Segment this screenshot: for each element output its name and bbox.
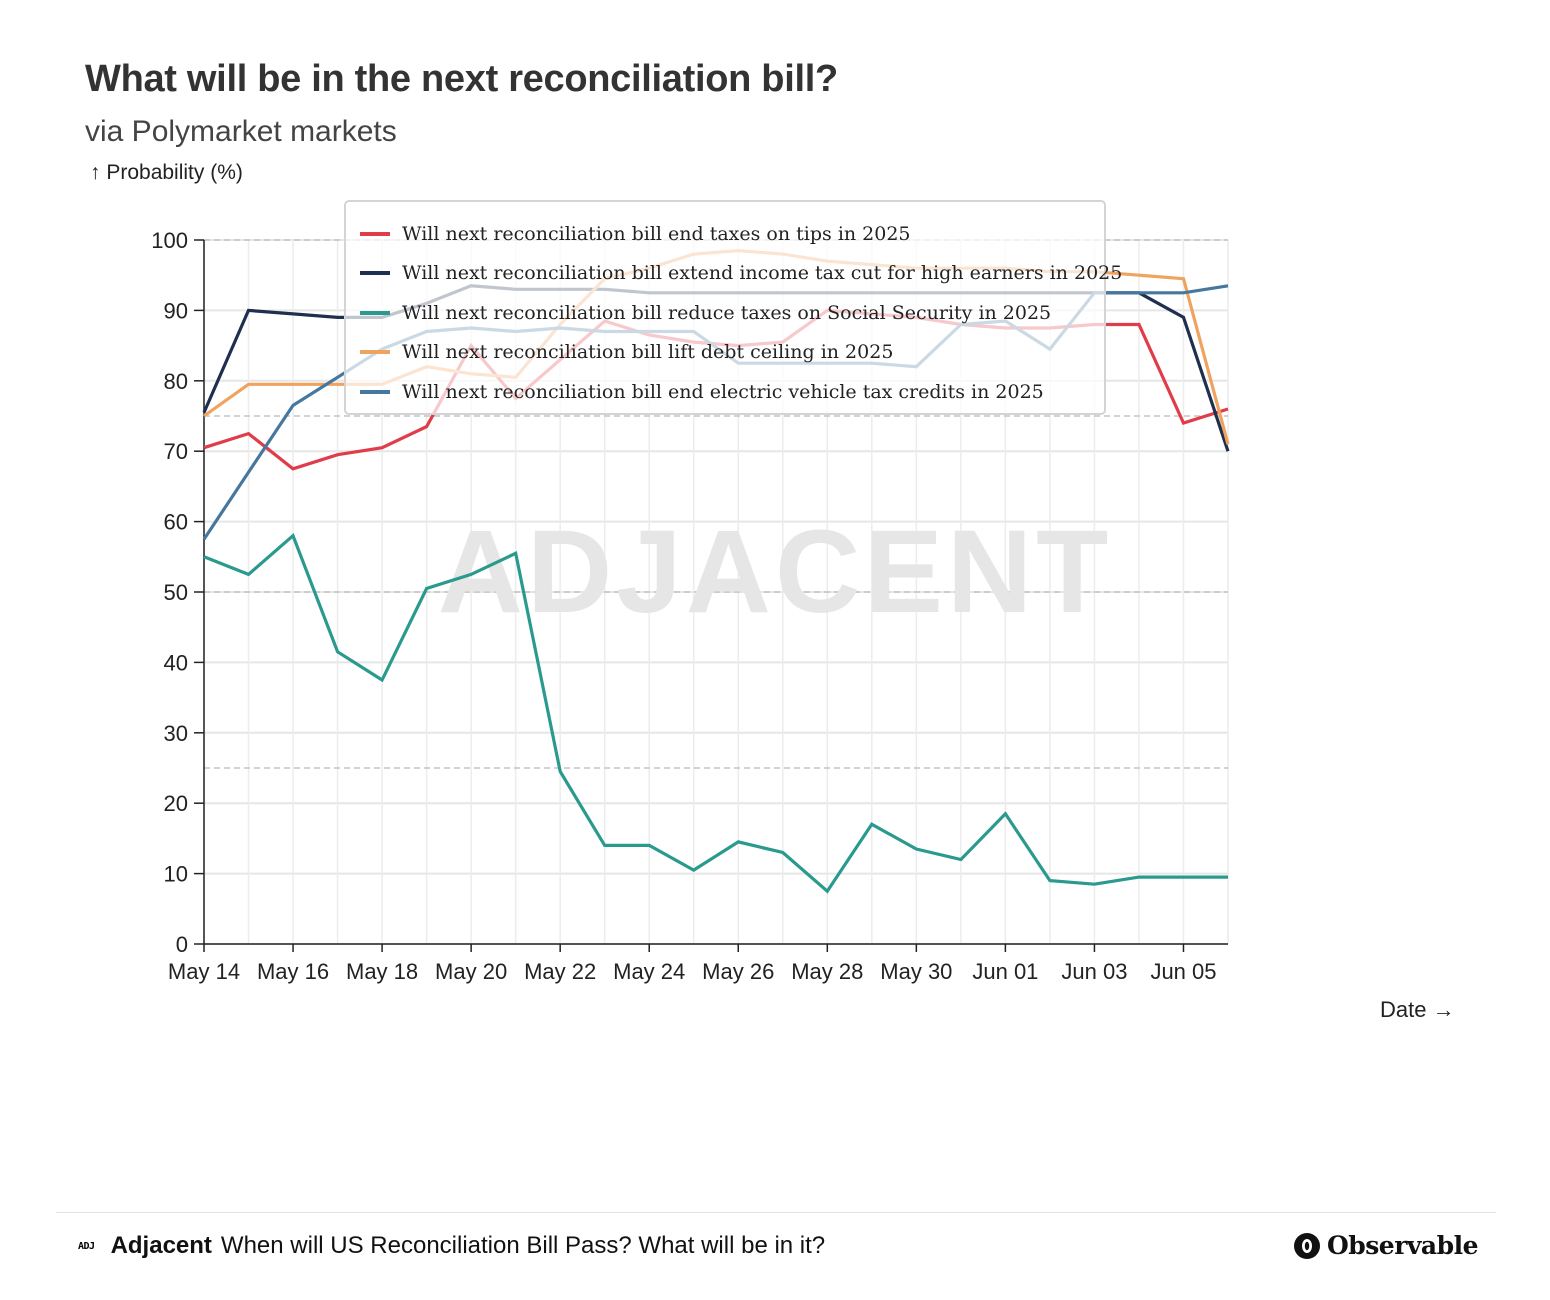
legend-item: Will next reconciliation bill extend inc… [346,254,1122,294]
legend-label: Will next reconciliation bill extend inc… [402,262,1123,285]
x-tick-label: Jun 01 [972,959,1038,984]
legend-item: Will next reconciliation bill reduce tax… [346,293,1104,333]
observable-logo[interactable]: Observable [1293,1231,1479,1260]
x-tick-label: May 30 [880,959,952,984]
x-tick-label: Jun 03 [1061,959,1127,984]
y-tick-label: 60 [164,510,188,535]
y-axis-label: ↑ Probability (%) [90,161,243,184]
chart-subtitle: via Polymarket markets [85,115,397,148]
legend-swatch [360,231,390,236]
footer-brand[interactable]: Adjacent [110,1232,212,1259]
y-tick-label: 80 [164,369,188,394]
legend-label: Will next reconciliation bill end electr… [402,380,1044,403]
y-tick-label: 100 [151,228,188,253]
legend-swatch [360,271,390,276]
y-tick-label: 90 [164,298,188,323]
x-tick-label: May 16 [257,959,329,984]
observable-icon [1293,1232,1320,1259]
x-tick-label: May 18 [346,959,418,984]
legend-label: Will next reconciliation bill end taxes … [402,222,911,245]
x-tick-label: May 22 [524,959,596,984]
y-tick-label: 50 [164,580,188,605]
legend-item: Will next reconciliation bill end electr… [346,372,1104,412]
chart-legend: Will next reconciliation bill end taxes … [344,200,1122,415]
legend-label: Will next reconciliation bill reduce tax… [402,301,1052,324]
y-tick-label: 30 [164,721,188,746]
watermark-text: ADJACENT [438,506,1113,638]
x-tick-label: May 28 [791,959,863,984]
footer-credit: ADJ Adjacent When will US Reconciliation… [78,1232,825,1260]
x-tick-label: May 20 [435,959,507,984]
legend-item: Will next reconciliation bill lift debt … [346,333,1104,373]
legend-item: Will next reconciliation bill end taxes … [346,214,1104,254]
y-tick-label: 40 [164,650,188,675]
y-tick-label: 10 [164,862,188,887]
y-tick-label: 70 [164,439,188,464]
x-tick-label: Jun 05 [1150,959,1216,984]
legend-swatch [360,310,390,315]
series-line-3 [203,532,1228,894]
footer-link[interactable]: When will US Reconciliation Bill Pass? W… [220,1232,826,1259]
chart-title: What will be in the next reconciliation … [85,58,838,100]
footer-divider [56,1212,1496,1213]
legend-label: Will next reconciliation bill lift debt … [402,341,894,364]
x-axis-label: Date → [1380,997,1455,1022]
legend-swatch [360,389,390,394]
legend-swatch [360,350,390,355]
chart-axes: 0 10 20 30 40 50 60 70 80 90 100 May 14 May 16 May 18… [151,228,1228,984]
y-tick-label: 20 [164,791,188,816]
x-tick-label: May 26 [702,959,774,984]
observable-wordmark: Observable [1326,1231,1479,1260]
x-tick-label: May 24 [613,959,685,984]
y-tick-label: 0 [176,932,188,957]
x-tick-label: May 14 [168,959,240,984]
adjacent-logo-icon: ADJ [78,1240,95,1252]
